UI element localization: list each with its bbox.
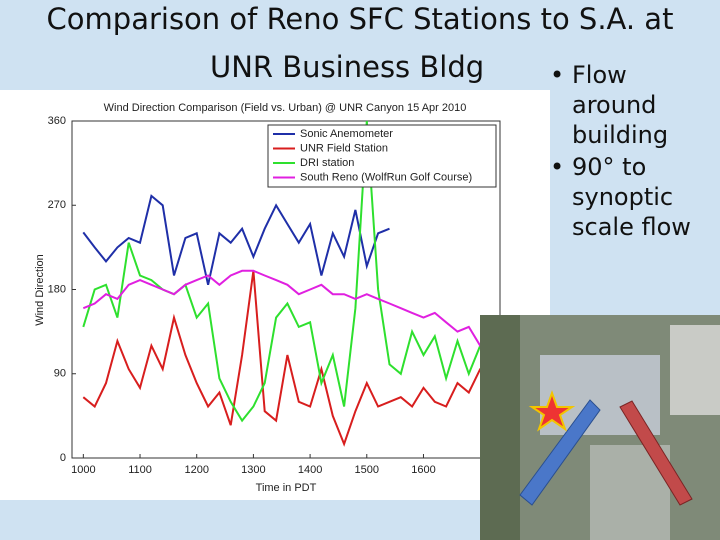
y-tick-label: 0	[60, 452, 66, 464]
bullet-list: Flow around building 90° to synoptic sca…	[546, 60, 716, 244]
slide-title: UNR Business Bldg	[210, 50, 485, 84]
x-tick-label: 1000	[71, 464, 95, 476]
series-line	[82, 120, 492, 423]
x-tick-label: 1100	[128, 464, 152, 476]
legend-label: UNR Field Station	[300, 142, 388, 154]
legend-label: Sonic Anemometer	[300, 128, 393, 140]
y-tick-label: 180	[48, 283, 66, 295]
y-tick-label: 90	[54, 368, 66, 380]
y-axis-label: Wind Direction	[34, 254, 46, 326]
y-tick-label: 270	[48, 199, 66, 211]
x-tick-label: 1600	[411, 464, 435, 476]
x-axis-label: Time in PDT	[256, 482, 317, 494]
legend-label: South Reno (WolfRun Golf Course)	[300, 171, 472, 183]
y-tick-label: 360	[48, 115, 66, 127]
series-line	[82, 270, 493, 447]
bullet: Flow around building	[546, 60, 716, 150]
bullet: 90° to synoptic scale flow	[546, 152, 716, 242]
x-tick-label: 1300	[241, 464, 265, 476]
aerial-photo	[480, 315, 720, 540]
x-tick-label: 1200	[184, 464, 208, 476]
series-line	[82, 194, 390, 286]
chart: Wind Direction Comparison (Field vs. Urb…	[0, 90, 550, 500]
legend-label: DRI station	[300, 157, 354, 169]
legend-box	[267, 124, 497, 188]
series-line	[82, 269, 492, 347]
chart-title: Wind Direction Comparison (Field vs. Urb…	[104, 102, 467, 114]
x-tick-label: 1500	[355, 464, 379, 476]
slide-title: Comparison of Reno SFC Stations to S.A. …	[46, 2, 674, 36]
x-tick-label: 1400	[298, 464, 322, 476]
